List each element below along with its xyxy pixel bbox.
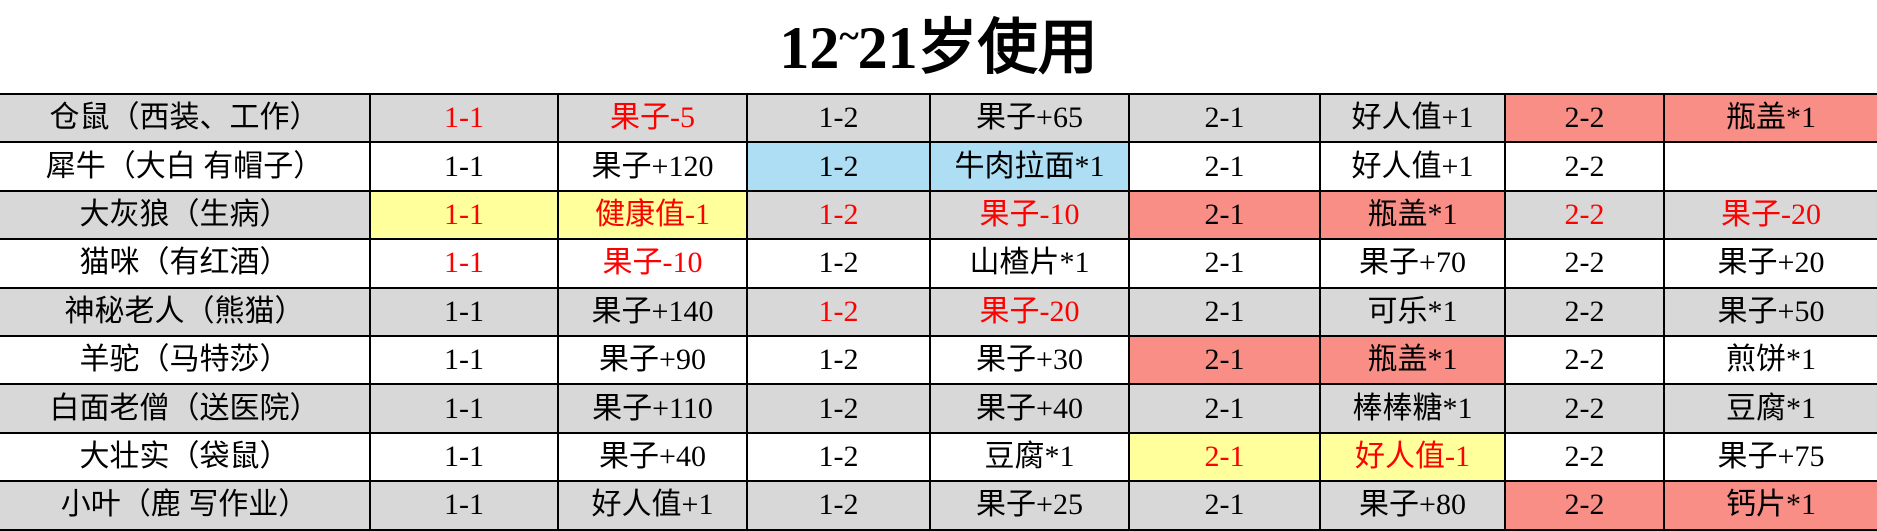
character-name-cell: 小叶（鹿 写作业） [0, 480, 371, 531]
result-cell: 果子-10 [557, 238, 748, 289]
character-name-cell: 神秘老人（熊猫） [0, 286, 371, 337]
result-cell: 1-2 [746, 238, 931, 289]
result-cell: 果子+90 [557, 334, 748, 386]
usage-table: 仓鼠（西装、工作） 1-1 果子-5 1-2 果子+65 2-1 好人值+1 2-2 瓶盖*1 犀… [0, 92, 1877, 531]
result-cell: 瓶盖*1 [1319, 334, 1506, 386]
character-name-cell: 犀牛（大白 有帽子） [0, 141, 371, 192]
result-cell: 1-1 [369, 238, 559, 289]
result-cell: 果子-20 [1663, 189, 1877, 241]
result-cell: 1-1 [369, 286, 559, 337]
result-cell: 果子+50 [1663, 286, 1877, 337]
result-cell [1663, 141, 1877, 192]
result-cell: 1-2 [746, 383, 931, 434]
result-cell: 1-2 [746, 141, 931, 192]
result-cell: 2-1 [1128, 334, 1321, 386]
result-cell: 1-1 [369, 92, 559, 144]
character-name-cell: 白面老僧（送医院） [0, 383, 371, 434]
result-cell: 瓶盖*1 [1663, 92, 1877, 144]
result-cell: 好人值-1 [1319, 431, 1506, 483]
result-cell: 2-2 [1504, 383, 1665, 434]
result-cell: 2-2 [1504, 286, 1665, 337]
result-cell: 牛肉拉面*1 [929, 141, 1130, 192]
character-name-cell: 大灰狼（生病） [0, 189, 371, 241]
character-name-cell: 猫咪（有红酒） [0, 238, 371, 289]
result-cell: 果子+110 [557, 383, 748, 434]
result-cell: 果子+120 [557, 141, 748, 192]
result-cell: 1-2 [746, 480, 931, 531]
result-cell: 2-1 [1128, 431, 1321, 483]
result-cell: 2-2 [1504, 141, 1665, 192]
result-cell: 好人值+1 [1319, 141, 1506, 192]
result-cell: 果子+30 [929, 334, 1130, 386]
result-cell: 2-1 [1128, 92, 1321, 144]
result-cell: 2-2 [1504, 238, 1665, 289]
result-cell: 1-2 [746, 431, 931, 483]
result-cell: 2-2 [1504, 480, 1665, 531]
result-cell: 1-1 [369, 189, 559, 241]
table-row: 白面老僧（送医院） 1-1 果子+110 1-2 果子+40 2-1 棒棒糖*1 2-2 豆腐*… [0, 383, 1877, 434]
result-cell: 2-1 [1128, 383, 1321, 434]
table-row: 神秘老人（熊猫） 1-1 果子+140 1-2 果子-20 2-1 可乐*1 2-2 果子+50 [0, 286, 1877, 337]
result-cell: 果子+140 [557, 286, 748, 337]
result-cell: 煎饼*1 [1663, 334, 1877, 386]
result-cell: 果子-10 [929, 189, 1130, 241]
result-cell: 2-1 [1128, 286, 1321, 337]
result-cell: 1-1 [369, 334, 559, 386]
result-cell: 瓶盖*1 [1319, 189, 1506, 241]
result-cell: 2-1 [1128, 141, 1321, 192]
result-cell: 1-1 [369, 480, 559, 531]
usage-table-body: 仓鼠（西装、工作） 1-1 果子-5 1-2 果子+65 2-1 好人值+1 2-2 瓶盖*1 犀… [0, 92, 1877, 531]
table-row: 犀牛（大白 有帽子） 1-1 果子+120 1-2 牛肉拉面*1 2-1 好人值+1 2-2 [0, 141, 1877, 192]
result-cell: 好人值+1 [1319, 92, 1506, 144]
result-cell: 豆腐*1 [1663, 383, 1877, 434]
result-cell: 山楂片*1 [929, 238, 1130, 289]
character-name-cell: 仓鼠（西装、工作） [0, 92, 371, 144]
result-cell: 2-1 [1128, 189, 1321, 241]
title-range-end: 21岁使用 [857, 15, 1098, 81]
result-cell: 1-2 [746, 92, 931, 144]
result-cell: 果子+80 [1319, 480, 1506, 531]
result-cell: 1-1 [369, 383, 559, 434]
table-row: 仓鼠（西装、工作） 1-1 果子-5 1-2 果子+65 2-1 好人值+1 2-2 瓶盖*1 [0, 92, 1877, 144]
result-cell: 1-2 [746, 286, 931, 337]
result-cell: 果子+65 [929, 92, 1130, 144]
result-cell: 果子-5 [557, 92, 748, 144]
result-cell: 果子-20 [929, 286, 1130, 337]
result-cell: 可乐*1 [1319, 286, 1506, 337]
table-row: 羊驼（马特莎） 1-1 果子+90 1-2 果子+30 2-1 瓶盖*1 2-2 煎饼*1 [0, 334, 1877, 386]
result-cell: 1-1 [369, 141, 559, 192]
result-cell: 2-2 [1504, 431, 1665, 483]
result-cell: 1-1 [369, 431, 559, 483]
page-title: 12~21岁使用 [779, 15, 1098, 81]
character-name-cell: 羊驼（马特莎） [0, 334, 371, 386]
result-cell: 果子+75 [1663, 431, 1877, 483]
result-cell: 豆腐*1 [929, 431, 1130, 483]
table-row: 猫咪（有红酒） 1-1 果子-10 1-2 山楂片*1 2-1 果子+70 2-2 果子+20 [0, 238, 1877, 289]
result-cell: 2-2 [1504, 92, 1665, 144]
result-cell: 棒棒糖*1 [1319, 383, 1506, 434]
result-cell: 1-2 [746, 334, 931, 386]
character-name-cell: 大壮实（袋鼠） [0, 431, 371, 483]
result-cell: 2-1 [1128, 238, 1321, 289]
result-cell: 2-1 [1128, 480, 1321, 531]
result-cell: 果子+70 [1319, 238, 1506, 289]
result-cell: 好人值+1 [557, 480, 748, 531]
result-cell: 果子+40 [557, 431, 748, 483]
result-cell: 果子+40 [929, 383, 1130, 434]
title-range-start: 12 [779, 15, 840, 81]
result-cell: 2-2 [1504, 189, 1665, 241]
table-row: 大灰狼（生病） 1-1 健康值-1 1-2 果子-10 2-1 瓶盖*1 2-2 果子-20 [0, 189, 1877, 241]
result-cell: 2-2 [1504, 334, 1665, 386]
result-cell: 1-2 [746, 189, 931, 241]
result-cell: 果子+20 [1663, 238, 1877, 289]
result-cell: 健康值-1 [557, 189, 748, 241]
result-cell: 钙片*1 [1663, 480, 1877, 531]
result-cell: 果子+25 [929, 480, 1130, 531]
table-row: 大壮实（袋鼠） 1-1 果子+40 1-2 豆腐*1 2-1 好人值-1 2-2 果子+75 [0, 431, 1877, 483]
table-row: 小叶（鹿 写作业） 1-1 好人值+1 1-2 果子+25 2-1 果子+80 2-2 钙片*1 [0, 480, 1877, 531]
